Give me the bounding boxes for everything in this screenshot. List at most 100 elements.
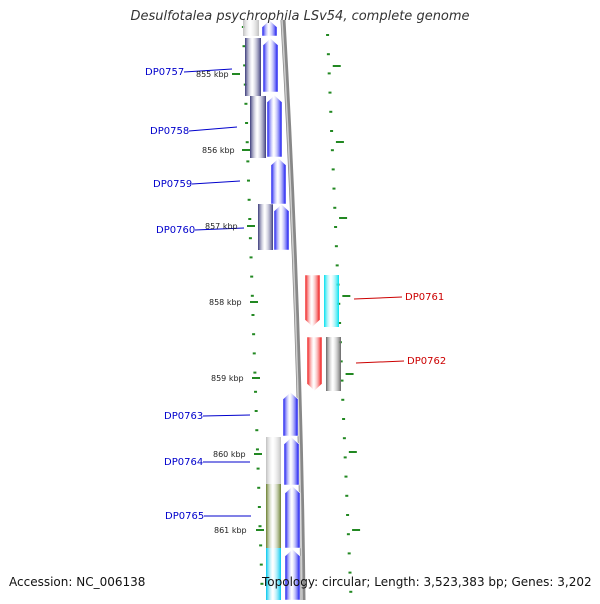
tick-mark-left <box>254 390 258 393</box>
major-tick-right <box>348 451 357 453</box>
tick-mark-right <box>339 360 343 363</box>
scale-label: 859 kbp <box>211 374 244 383</box>
genome-summary-text: Topology: circular; Length: 3,523,383 bp… <box>262 575 592 589</box>
tick-mark-left <box>246 179 250 182</box>
major-tick <box>256 529 264 531</box>
tick-mark-left <box>247 198 251 201</box>
cog-block <box>245 38 261 96</box>
tick-mark-right <box>340 379 344 382</box>
scale-labels: 855 kbp 856 kbp 857 kbp 858 kbp 859 kbp 860 k… <box>196 70 264 535</box>
tick-mark-right <box>346 533 350 536</box>
cog-block <box>266 437 281 484</box>
tick-mark-right <box>333 206 337 209</box>
tick-mark-left <box>246 160 250 163</box>
gene-arrow-reverse <box>304 274 321 328</box>
tick-mark-right <box>345 494 349 497</box>
major-tick-right <box>342 295 351 297</box>
gene-track <box>261 19 323 601</box>
gene-label-line <box>355 360 405 364</box>
tick-mark-left <box>250 294 254 297</box>
tick-mark-right <box>347 552 351 555</box>
gene-label-line <box>191 180 241 185</box>
tick-mark-left <box>252 352 256 355</box>
accession-text: Accession: NC_006138 <box>9 575 146 589</box>
tick-mark-left <box>259 544 263 547</box>
major-tick <box>250 301 258 303</box>
gene-arrow-reverse <box>306 336 323 392</box>
gene-arrow-forward <box>282 391 299 437</box>
backbone-highlight <box>281 19 303 601</box>
tick-mark-left <box>242 45 246 48</box>
tick-mark-left <box>253 371 257 374</box>
backbone-line <box>280 19 306 601</box>
cog-block <box>243 20 259 36</box>
tick-mark-right <box>342 418 346 420</box>
tick-mark-left <box>245 122 249 124</box>
major-tick-right <box>345 373 354 375</box>
tick-mark-right <box>334 245 338 248</box>
tick-mark-left <box>248 218 252 220</box>
tick-mark-right <box>328 91 332 94</box>
cog-block <box>258 204 273 250</box>
tick-mark-right <box>342 437 346 440</box>
gene-label-reverse: DP0761 <box>405 292 444 303</box>
tick-mark-right <box>349 590 353 593</box>
tick-mark-left <box>243 64 247 67</box>
scale-label: 860 kbp <box>213 450 246 459</box>
major-tick <box>242 149 250 151</box>
cog-track <box>243 20 341 600</box>
gene-label-forward: DP0763 <box>164 411 203 422</box>
tick-mark-left <box>257 506 261 508</box>
tick-mark-right <box>329 110 333 113</box>
gene-label-forward: DP0759 <box>153 179 192 190</box>
scale-label: 861 kbp <box>214 526 247 535</box>
tick-mark-right <box>335 264 339 267</box>
gene-arrow-forward <box>270 157 287 205</box>
major-tick <box>247 225 255 227</box>
tick-mark-left <box>245 141 249 144</box>
major-tick <box>252 377 260 379</box>
tick-mark-left <box>260 582 264 585</box>
tick-mark-right <box>343 456 347 459</box>
tick-mark-left <box>248 237 252 240</box>
gene-arrow-forward <box>284 485 301 549</box>
gene-label-line <box>194 227 245 231</box>
tick-mark-left <box>249 256 253 259</box>
cog-block <box>250 96 266 158</box>
gene-arrow-forward <box>261 19 278 37</box>
scale-label: 855 kbp <box>196 70 229 79</box>
gene-label-forward: DP0757 <box>145 67 184 78</box>
cog-block <box>266 484 281 548</box>
gene-labels: DP0757 DP0758 DP0759 DP0760 DP0763 DP0764 DP07… <box>145 67 446 522</box>
tick-mark-left <box>258 525 262 528</box>
label-lines <box>183 68 405 517</box>
cog-block-reverse <box>324 275 339 327</box>
tick-mark-right <box>346 514 350 516</box>
tick-mark-left <box>255 429 259 432</box>
tick-mark-left <box>256 467 260 470</box>
tick-mark-right <box>326 53 330 56</box>
tick-mark-left <box>254 410 258 412</box>
tick-mark-left <box>250 275 254 278</box>
tick-mark-right <box>327 72 331 75</box>
gene-arrow-forward <box>262 37 279 93</box>
major-tick <box>254 453 262 455</box>
gene-label-forward: DP0764 <box>164 457 203 468</box>
major-tick-right <box>352 529 361 531</box>
tick-mark-right <box>332 187 336 190</box>
tick-mark-right <box>338 322 342 324</box>
gene-label-forward: DP0758 <box>150 126 189 137</box>
tick-mark-left <box>244 102 248 105</box>
major-tick-right <box>339 217 348 219</box>
tick-mark-right <box>331 168 335 171</box>
scale-label: 858 kbp <box>209 298 242 307</box>
scale-label: 856 kbp <box>202 146 235 155</box>
tick-mark-right <box>330 149 334 152</box>
tick-mark-right <box>344 475 348 478</box>
cog-block <box>266 548 281 600</box>
major-tick-right <box>332 65 341 67</box>
tick-track-right <box>326 34 361 593</box>
gene-label-line <box>353 296 403 300</box>
